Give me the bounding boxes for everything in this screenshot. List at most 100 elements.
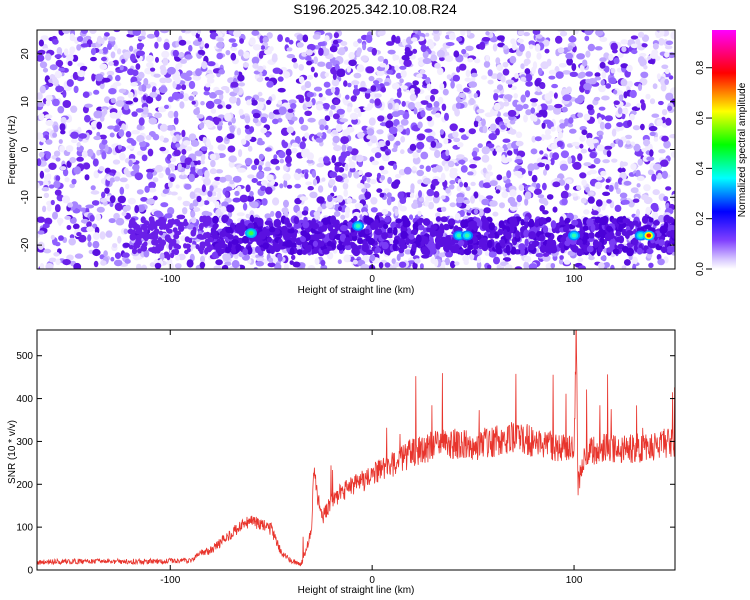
spectrogram-cell <box>593 96 601 101</box>
spectrogram-cell <box>391 181 399 189</box>
spectrogram-cell <box>324 35 330 42</box>
spectrogram-cell <box>603 52 610 60</box>
spectrogram-cell <box>504 94 513 100</box>
spectrogram-cell <box>493 89 500 94</box>
spectrogram-cell <box>461 48 467 55</box>
spectrogram-cell <box>611 158 618 163</box>
spectrogram-cell <box>479 237 487 246</box>
spectrogram-cell <box>432 106 441 112</box>
spectrogram-cell <box>162 57 169 66</box>
spectrogram-cell <box>169 240 175 247</box>
spectrogram-cell <box>381 169 389 175</box>
spectrogram-cell <box>103 250 108 257</box>
spectrogram-cell <box>96 121 102 130</box>
spectrogram-cell <box>405 236 410 246</box>
spectrogram-cell <box>631 256 638 265</box>
spectrogram-cell <box>269 226 276 233</box>
spectrogram-cell <box>108 88 117 95</box>
spectrogram-cell <box>592 239 599 249</box>
spectrogram-cell <box>312 178 318 186</box>
spectrogram-cell <box>304 246 312 253</box>
spectrogram-cell <box>590 223 596 233</box>
spectrogram-cell <box>129 45 134 52</box>
spectrogram-cell <box>417 121 423 129</box>
spectrogram-cell <box>651 173 657 182</box>
spectrogram-cell <box>136 42 145 49</box>
spectrogram-cell <box>332 222 338 228</box>
spectrogram-cell <box>353 41 359 48</box>
spectrogram-cell <box>188 80 196 90</box>
spectrogram-cell <box>397 191 405 199</box>
spectrogram-cell <box>434 149 441 159</box>
spectrogram-cell <box>118 129 125 138</box>
spectrogram-cell <box>637 56 645 65</box>
spectrogram-cell <box>467 57 474 63</box>
spectrogram-cell <box>293 172 299 179</box>
spectrogram-cell <box>307 186 314 191</box>
spectrogram-cell <box>388 126 398 135</box>
spectrogram-cell <box>54 189 62 196</box>
spectrogram-cell <box>543 199 549 206</box>
spectrogram-cell <box>598 134 603 140</box>
spectrogram-cell <box>228 155 237 163</box>
spectrogram-cell <box>534 79 541 87</box>
spectrogram-cell <box>332 185 337 193</box>
spectrogram-cell <box>45 153 51 160</box>
spectrogram-cell <box>649 131 656 137</box>
spectrogram-cell <box>533 188 543 195</box>
spectrogram-cell <box>433 33 441 42</box>
spectrogram-cell <box>208 144 214 151</box>
spectrogram-cell <box>501 157 510 164</box>
spectrogram-cell <box>186 224 195 230</box>
spectrogram-cell <box>558 242 564 249</box>
spectrogram-cell <box>128 245 134 250</box>
spectrogram-cell <box>578 265 587 269</box>
spectrogram-cell <box>145 55 154 63</box>
spectrogram-cell <box>336 108 345 115</box>
spectrogram-cell <box>441 103 447 112</box>
spectrogram-cell <box>204 43 210 49</box>
spectrogram-cell <box>486 239 493 249</box>
spectrogram-cell <box>581 179 587 186</box>
spectrogram-cell <box>92 240 100 249</box>
spectrogram-cell <box>139 231 146 238</box>
spectrogram-cell <box>361 207 368 214</box>
spectrogram-cell <box>160 202 169 208</box>
spectrogram-cell <box>558 258 564 265</box>
spectrogram-cell <box>514 266 523 269</box>
spectrogram-cell <box>381 241 389 250</box>
spectrogram-cell <box>108 36 116 42</box>
spectrogram-cell <box>620 39 629 45</box>
spectrogram-cell <box>108 218 116 224</box>
spectrogram-cell <box>329 215 337 225</box>
spectrogram-cell <box>667 105 673 112</box>
spectrogram-cell <box>291 142 299 147</box>
spectrogram-cell <box>366 134 374 140</box>
spectrogram-cell <box>37 132 44 140</box>
spectrogram-cell <box>310 66 315 73</box>
spectrogram-cell <box>582 59 588 67</box>
spectrogram-cell <box>456 88 464 93</box>
spectrogram-cell <box>94 73 104 82</box>
spectrogram-cell <box>357 110 362 117</box>
spectrogram-cell <box>154 262 162 269</box>
spectrogram-cell <box>91 200 100 206</box>
spectrogram-hotspot-peak <box>571 233 577 238</box>
spectrogram-cell <box>460 165 468 173</box>
spectrogram-cell <box>669 134 675 139</box>
spectrogram-cell <box>536 34 543 39</box>
spectrogram-cell <box>551 143 558 150</box>
spectrogram-cell <box>463 259 469 265</box>
spectrogram-cell <box>620 63 629 69</box>
spectrogram-cell <box>179 101 185 109</box>
spectrogram-cell <box>72 54 79 62</box>
spectrogram-cell <box>234 226 241 233</box>
spectrogram-cell <box>481 75 488 80</box>
spectrogram-cell <box>172 49 179 57</box>
spectrogram-cell <box>321 48 330 56</box>
spectrogram-cell <box>128 159 133 167</box>
spectrogram-cell <box>149 232 154 240</box>
spectrogram-cell <box>392 53 397 61</box>
snr-ytick-label: 500 <box>16 351 33 362</box>
spectrogram-cell <box>371 147 380 154</box>
